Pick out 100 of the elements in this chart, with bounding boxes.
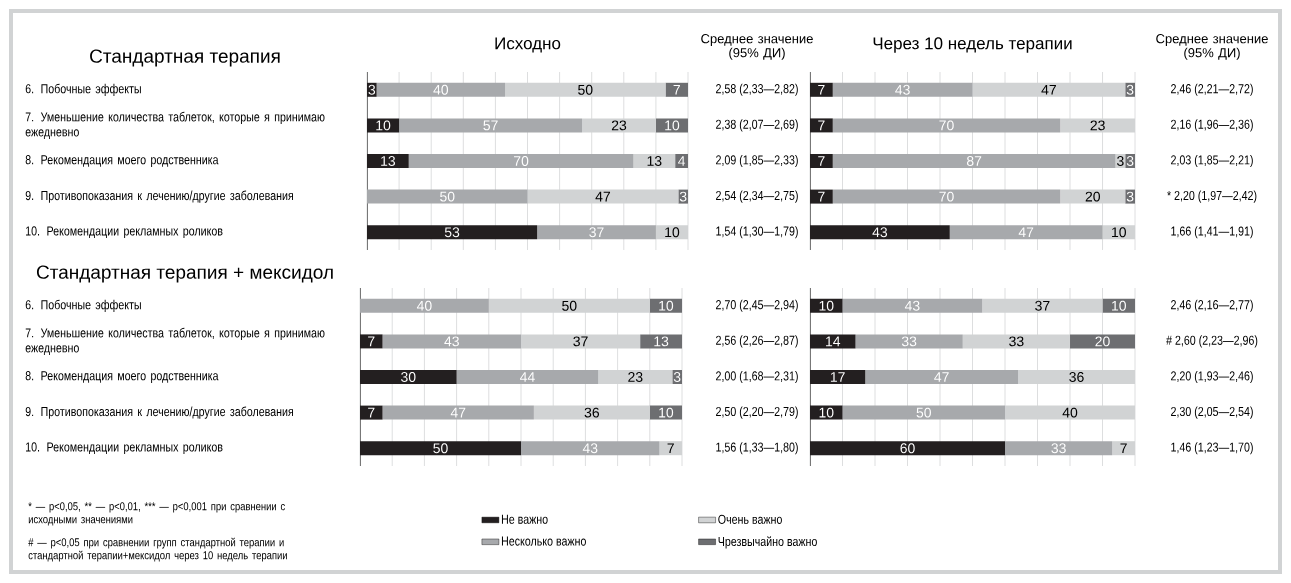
data-label: 43: [582, 443, 598, 454]
data-label: 3: [1126, 84, 1134, 95]
data-label: 40: [433, 84, 449, 95]
bar: [810, 189, 833, 204]
text: 2,38 (2,07—2,69): [716, 119, 798, 132]
legend-label: Не важно: [501, 514, 548, 524]
chart-title: Исходно: [495, 37, 561, 53]
bar: [360, 441, 522, 456]
data-label: 4: [678, 156, 686, 166]
bar: [521, 334, 641, 349]
data-label: 50: [578, 84, 593, 95]
chart-title: Через 10 недель терапии: [873, 37, 1072, 53]
bar: [832, 82, 973, 97]
bar: [360, 370, 457, 384]
data-label: 37: [589, 227, 604, 238]
bar: [367, 225, 538, 240]
bar: [360, 298, 489, 313]
y-tick-label: 6. Побочные эффекты: [25, 83, 141, 96]
data-label: 20: [1095, 336, 1110, 347]
text: 2,46 (2,21—2,72): [1171, 83, 1253, 96]
text: 2,03 (1,85—2,21): [1171, 154, 1253, 168]
data-label: 3: [1126, 156, 1134, 166]
y-tick-label: 8. Рекомендация моего родственника: [25, 155, 219, 167]
data-label: 43: [904, 300, 920, 311]
data-label: 10: [659, 300, 674, 311]
data-label: 7: [818, 120, 825, 131]
data-label: 23: [611, 120, 627, 131]
data-label: 70: [939, 191, 954, 202]
bar: [633, 154, 676, 168]
data-label: 7: [368, 407, 375, 418]
bar: [832, 154, 1116, 168]
bar: [962, 334, 1071, 349]
bar: [582, 118, 656, 133]
data-label: 14: [826, 336, 841, 347]
bar: [855, 334, 963, 349]
text: 1,46 (1,23—1,70): [1171, 442, 1253, 455]
bar: [649, 405, 683, 420]
y-tick-label: 10. Рекомендации рекламных роликов: [26, 442, 223, 455]
data-label: 37: [1035, 300, 1050, 311]
bar: [399, 118, 583, 133]
data-label: 13: [654, 336, 669, 347]
text: 2,54 (2,34—2,75): [716, 190, 798, 203]
data-label: 23: [628, 372, 643, 382]
text: 2,00 (1,68—2,31): [716, 370, 798, 384]
text: * 2,20 (1,97—2,42): [1167, 190, 1257, 203]
data-label: 50: [562, 300, 577, 311]
data-label: 50: [433, 443, 448, 454]
data-label: 33: [901, 336, 917, 347]
y-tick-label: 7. Уменьшение количества таблеток, которые я принимаю ежедневно: [25, 111, 325, 139]
data-label: 10: [665, 120, 680, 131]
bar: [1070, 334, 1136, 349]
data-label: 47: [1041, 84, 1056, 95]
text: # 2,60 (2,23—2,96): [1166, 335, 1258, 348]
data-label: 50: [916, 407, 931, 418]
data-label: 10: [819, 407, 834, 418]
text: 2,70 (2,45—2,94): [716, 299, 798, 312]
y-axis-title: Стандартная терапия: [90, 49, 280, 67]
data-label: 57: [483, 120, 498, 131]
data-label: 53: [444, 227, 460, 238]
text: 2,16 (1,96—2,36): [1171, 119, 1253, 132]
bar: [655, 118, 689, 133]
bar: [949, 225, 1103, 240]
bar: [367, 154, 409, 168]
data-label: 17: [830, 372, 845, 382]
data-label: 40: [1062, 407, 1078, 418]
data-label: 43: [872, 227, 888, 238]
bar: [842, 405, 1006, 420]
y-tick-label: 8. Рекомендация моего родственника: [25, 371, 219, 383]
legend-label: Очень важно: [718, 514, 782, 524]
data-label: 10: [659, 407, 674, 418]
legend-label: Чрезвычайно важно: [718, 536, 817, 549]
bar: [865, 370, 1019, 384]
y-tick-label: 7. Уменьшение количества таблеток, которые я принимаю ежедневно: [25, 327, 325, 355]
bar: [505, 82, 666, 97]
bar: [456, 370, 599, 384]
bar: [810, 334, 856, 349]
data-label: 36: [584, 407, 600, 418]
bar: [842, 298, 983, 313]
bar: [488, 298, 650, 313]
bar: [367, 118, 400, 133]
y-tick-label: 6. Побочные эффекты: [25, 299, 141, 312]
data-label: 3: [1126, 191, 1134, 202]
data-label: 87: [966, 156, 982, 166]
bar: [972, 82, 1126, 97]
bar: [360, 334, 383, 349]
bar: [810, 82, 833, 97]
y2-axis-title: Среднее значение (95% ДИ): [701, 34, 813, 60]
bar: [1060, 189, 1126, 204]
data-label: 43: [895, 84, 910, 95]
y-tick-label: 9. Противопоказания к лечению/другие заболевания: [25, 190, 293, 203]
bar: [598, 370, 673, 384]
bar: [640, 334, 683, 349]
bar: [521, 441, 660, 456]
data-label: 3: [673, 372, 681, 382]
data-label: 33: [1051, 443, 1066, 454]
data-label: 7: [818, 84, 825, 95]
data-label: 37: [573, 336, 588, 347]
data-label: 10: [665, 227, 680, 238]
bar: [382, 334, 522, 349]
bar: [360, 405, 383, 420]
